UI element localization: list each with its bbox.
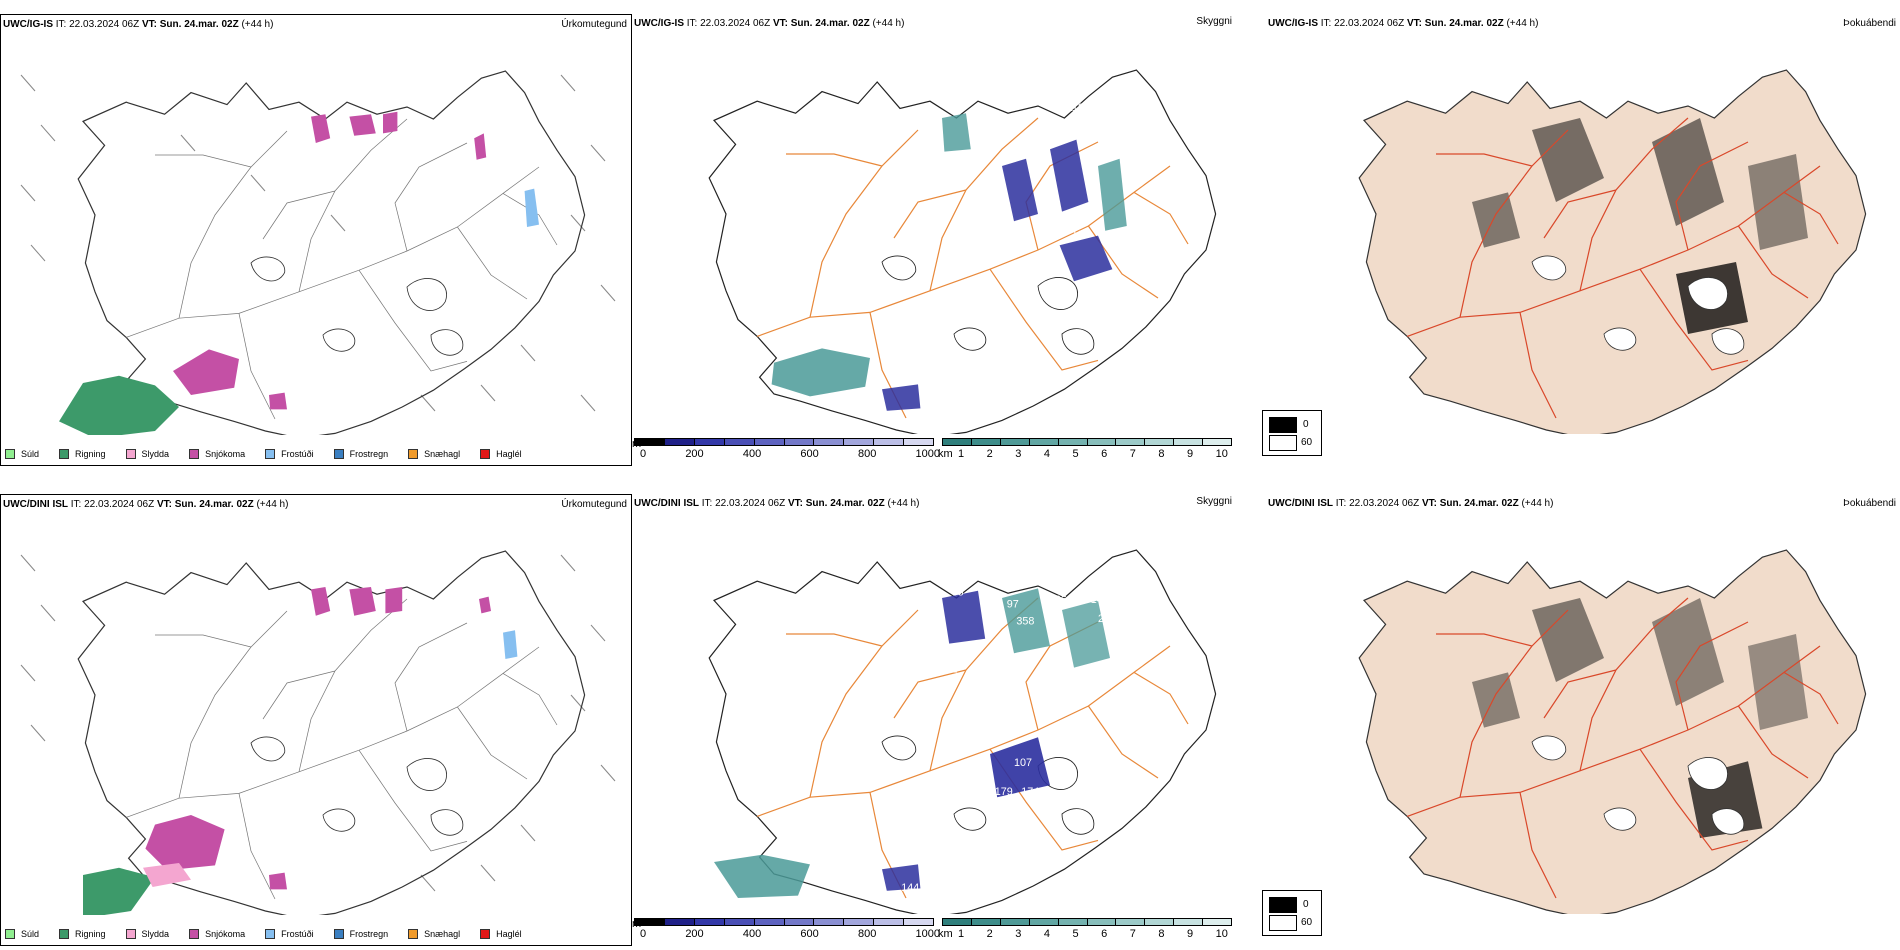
panel-header: UWC/IG-IS IT: 22.03.2024 06Z VT: Sun. 24… xyxy=(1268,18,1539,29)
legend-item-slydda: Slydda xyxy=(125,929,169,939)
vis-label: 26 xyxy=(1098,613,1110,625)
visibility-map-bottom: 484 88 97 263 144 358 26 192 107 179 174… xyxy=(708,549,1217,914)
cloud-legend-black xyxy=(1269,417,1297,433)
wind-barbs xyxy=(20,74,616,412)
legend-item-frostregn: Frostregn xyxy=(333,929,388,939)
square-swatch-icon xyxy=(408,929,419,939)
square-swatch-icon xyxy=(480,449,491,459)
panel-title: Þokuábendi xyxy=(1843,498,1896,509)
vis-label: 358 xyxy=(1016,615,1034,627)
square-swatch-icon xyxy=(265,449,276,459)
vis-label: 88 xyxy=(952,587,964,599)
legend-item-frostudi: Frostúði xyxy=(265,929,314,939)
panel-header: UWC/DINI ISL IT: 22.03.2024 06Z VT: Sun.… xyxy=(634,498,920,509)
cloud-map-top xyxy=(1358,69,1867,434)
square-swatch-icon xyxy=(189,929,200,939)
visibility-map-top: 118 507 74 100 xyxy=(708,69,1217,434)
legend-item-sudd: Súld xyxy=(5,929,39,939)
square-swatch-icon xyxy=(59,929,70,939)
vis-label: 74 xyxy=(1112,114,1124,126)
vis-label: 100 xyxy=(1072,229,1090,241)
legend-item-rigning: Rigning xyxy=(59,449,106,459)
square-swatch-icon xyxy=(59,449,70,459)
precip-type-panel-top: UWC/IG-IS IT: 22.03.2024 06Z VT: Sun. 24… xyxy=(0,14,632,466)
legend-item-haglel: Haglél xyxy=(480,449,522,459)
square-swatch-icon xyxy=(265,929,276,939)
vis-ticks-km: 1 2 3 4 5 6 7 8 9 10 xyxy=(958,448,1228,460)
cloud-panel-top: UWC/IG-IS IT: 22.03.2024 06Z VT: Sun. 24… xyxy=(1232,14,1900,466)
square-swatch-icon xyxy=(125,449,136,459)
legend-item-frostudi: Frostúði xyxy=(265,449,314,459)
precip-type-panel-bottom: UWC/DINI ISL IT: 22.03.2024 06Z VT: Sun.… xyxy=(0,494,632,946)
precip-legend: Súld Rigning Slydda Snjókoma Frostúði Fr… xyxy=(5,449,522,459)
vis-colorbar-m xyxy=(634,438,934,446)
panel-title: Þokuábendi xyxy=(1843,18,1896,29)
vis-colorbar-m xyxy=(634,918,934,926)
square-swatch-icon xyxy=(5,929,15,939)
panel-header: UWC/IG-IS IT: 22.03.2024 06Z VT: Sun. 24… xyxy=(634,18,905,29)
panel-title: Úrkomutegund xyxy=(561,499,627,510)
cloud-legend: 0 60 xyxy=(1262,890,1322,936)
panel-title: Skyggni xyxy=(1196,16,1232,27)
square-swatch-icon xyxy=(333,929,344,939)
vis-label: 192 xyxy=(940,663,958,675)
cloud-legend: 0 60 xyxy=(1262,410,1322,456)
panel-header: UWC/IG-IS IT: 22.03.2024 06Z VT: Sun. 24… xyxy=(3,19,274,30)
precip-type-map-bottom xyxy=(20,550,616,915)
square-swatch-icon xyxy=(333,449,344,459)
vis-label: 144 xyxy=(901,882,919,894)
square-swatch-icon xyxy=(125,929,136,939)
visibility-panel-top: UWC/IG-IS IT: 22.03.2024 06Z VT: Sun. 24… xyxy=(632,14,1232,466)
legend-item-snaehagl: Snæhagl xyxy=(408,449,460,459)
legend-item-rigning: Rigning xyxy=(59,929,106,939)
precip-type-map-top xyxy=(20,70,616,435)
vis-label: 107 xyxy=(1014,757,1032,769)
cloud-legend-white xyxy=(1269,435,1297,451)
square-swatch-icon xyxy=(408,449,419,459)
legend-item-snjokoma: Snjókoma xyxy=(189,449,245,459)
vis-unit-km: km xyxy=(938,928,953,940)
panel-header: UWC/DINI ISL IT: 22.03.2024 06Z VT: Sun.… xyxy=(1268,498,1554,509)
legend-item-slydda: Slydda xyxy=(125,449,169,459)
vis-label: 507 xyxy=(1120,97,1138,109)
legend-item-sudd: Súld xyxy=(5,449,39,459)
vis-label: 144 xyxy=(1091,594,1109,606)
vis-label: 179 xyxy=(995,786,1013,798)
vis-label: 97 xyxy=(1007,599,1019,611)
vis-label: 484 xyxy=(1007,579,1025,591)
vis-label: 188 xyxy=(1088,740,1106,752)
cloud-legend-black xyxy=(1269,897,1297,913)
vis-ticks-m: 0 200 400 600 800 1000 xyxy=(640,448,940,460)
precip-legend: Súld Rigning Slydda Snjókoma Frostúði Fr… xyxy=(5,929,522,939)
vis-unit-km: km xyxy=(938,448,953,460)
vis-label: 263 xyxy=(1055,594,1073,606)
vis-colorbar-km xyxy=(942,438,1232,446)
panel-title: Úrkomutegund xyxy=(561,19,627,30)
legend-item-haglel: Haglél xyxy=(480,929,522,939)
panel-header: UWC/DINI ISL IT: 22.03.2024 06Z VT: Sun.… xyxy=(3,499,289,510)
legend-item-snaehagl: Snæhagl xyxy=(408,929,460,939)
legend-item-snjokoma: Snjókoma xyxy=(189,929,245,939)
visibility-panel-bottom: UWC/DINI ISL IT: 22.03.2024 06Z VT: Sun.… xyxy=(632,494,1232,946)
cloud-panel-bottom: UWC/DINI ISL IT: 22.03.2024 06Z VT: Sun.… xyxy=(1232,494,1900,946)
cloud-legend-white xyxy=(1269,915,1297,931)
cloud-map-bottom xyxy=(1358,549,1867,914)
panel-title: Skyggni xyxy=(1196,496,1232,507)
vis-colorbar-km xyxy=(942,918,1232,926)
square-swatch-icon xyxy=(480,929,491,939)
vis-label: 174 xyxy=(1021,786,1039,798)
vis-ticks-m: 0 200 400 600 800 1000 xyxy=(640,928,940,940)
square-swatch-icon xyxy=(5,449,15,459)
square-swatch-icon xyxy=(189,449,200,459)
vis-label: 118 xyxy=(1067,102,1084,114)
vis-ticks-km: 1 2 3 4 5 6 7 8 9 10 xyxy=(958,928,1228,940)
legend-item-frostregn: Frostregn xyxy=(333,449,388,459)
